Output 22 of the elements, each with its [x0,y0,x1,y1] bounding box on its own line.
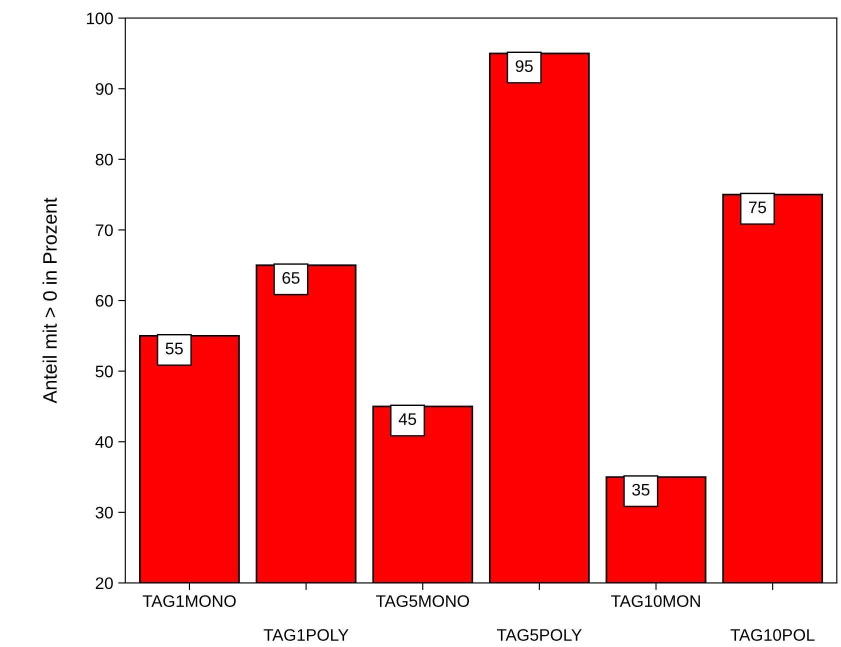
data-label: 35 [632,484,650,496]
x-tick-label: TAG5POLY [496,629,582,641]
x-tick-label: TAG5MONO [376,595,470,607]
y-tick-label: 70 [96,224,113,236]
x-tick-label: TAG10MON [611,595,700,607]
y-tick-label: 40 [95,436,113,448]
x-tick-label: TAG10POL [730,629,815,641]
x-tick-label: TAG1POLY [264,629,348,641]
data-label: 95 [516,60,533,72]
x-tick-label: TAG1MONO [142,595,236,607]
data-label: 75 [749,202,766,214]
y-tick-label: 90 [96,83,113,95]
y-tick-label: 60 [96,294,113,307]
data-label: 65 [282,272,300,284]
y-tick-label: 50 [96,366,113,378]
y-tick-label: 30 [96,506,113,519]
y-tick-label: 100 [86,12,113,24]
data-label: 45 [398,413,416,426]
y-tick-label: 80 [96,154,113,166]
data-label: 55 [166,342,183,354]
y-axis-title: Anteil mit > 0 in Prozent [42,198,57,404]
y-tick-label: 20 [96,577,113,590]
